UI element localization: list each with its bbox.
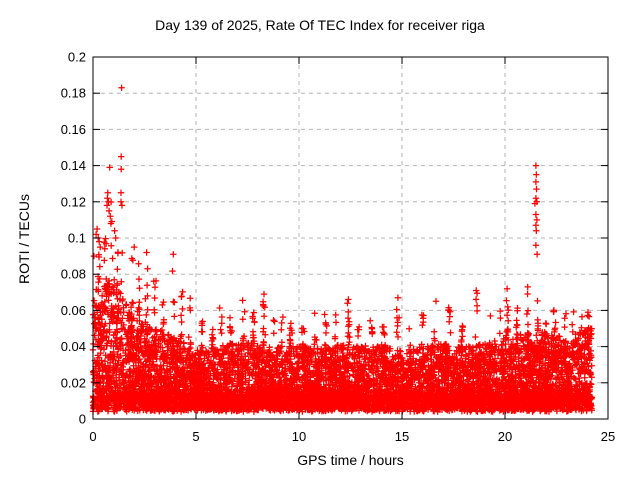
y-tick-label: 0.08	[61, 267, 86, 282]
y-tick-label: 0.06	[61, 303, 86, 318]
x-tick-label: 10	[292, 429, 306, 444]
x-tick-label: 0	[89, 429, 96, 444]
y-tick-label: 0.1	[68, 231, 86, 246]
x-axis-label: GPS time / hours	[297, 452, 404, 468]
x-tick-label: 15	[395, 429, 409, 444]
x-tick-label: 25	[601, 429, 615, 444]
y-tick-label: 0.2	[68, 50, 86, 65]
y-tick-label: 0	[79, 412, 86, 427]
y-tick-label: 0.02	[61, 375, 86, 390]
y-tick-label: 0.14	[61, 158, 86, 173]
data-points	[89, 84, 596, 415]
y-tick-label: 0.16	[61, 122, 86, 137]
y-tick-label: 0.04	[61, 339, 86, 354]
y-tick-label: 0.12	[61, 194, 86, 209]
x-tick-label: 20	[498, 429, 512, 444]
y-tick-label: 0.18	[61, 86, 86, 101]
x-tick-label: 5	[192, 429, 199, 444]
chart-title: Day 139 of 2025, Rate Of TEC Index for r…	[155, 17, 485, 33]
